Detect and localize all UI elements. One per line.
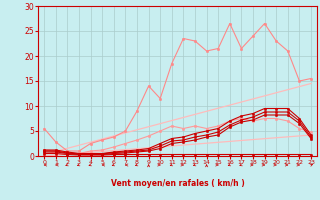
X-axis label: Vent moyen/en rafales ( km/h ): Vent moyen/en rafales ( km/h ) bbox=[111, 179, 244, 188]
